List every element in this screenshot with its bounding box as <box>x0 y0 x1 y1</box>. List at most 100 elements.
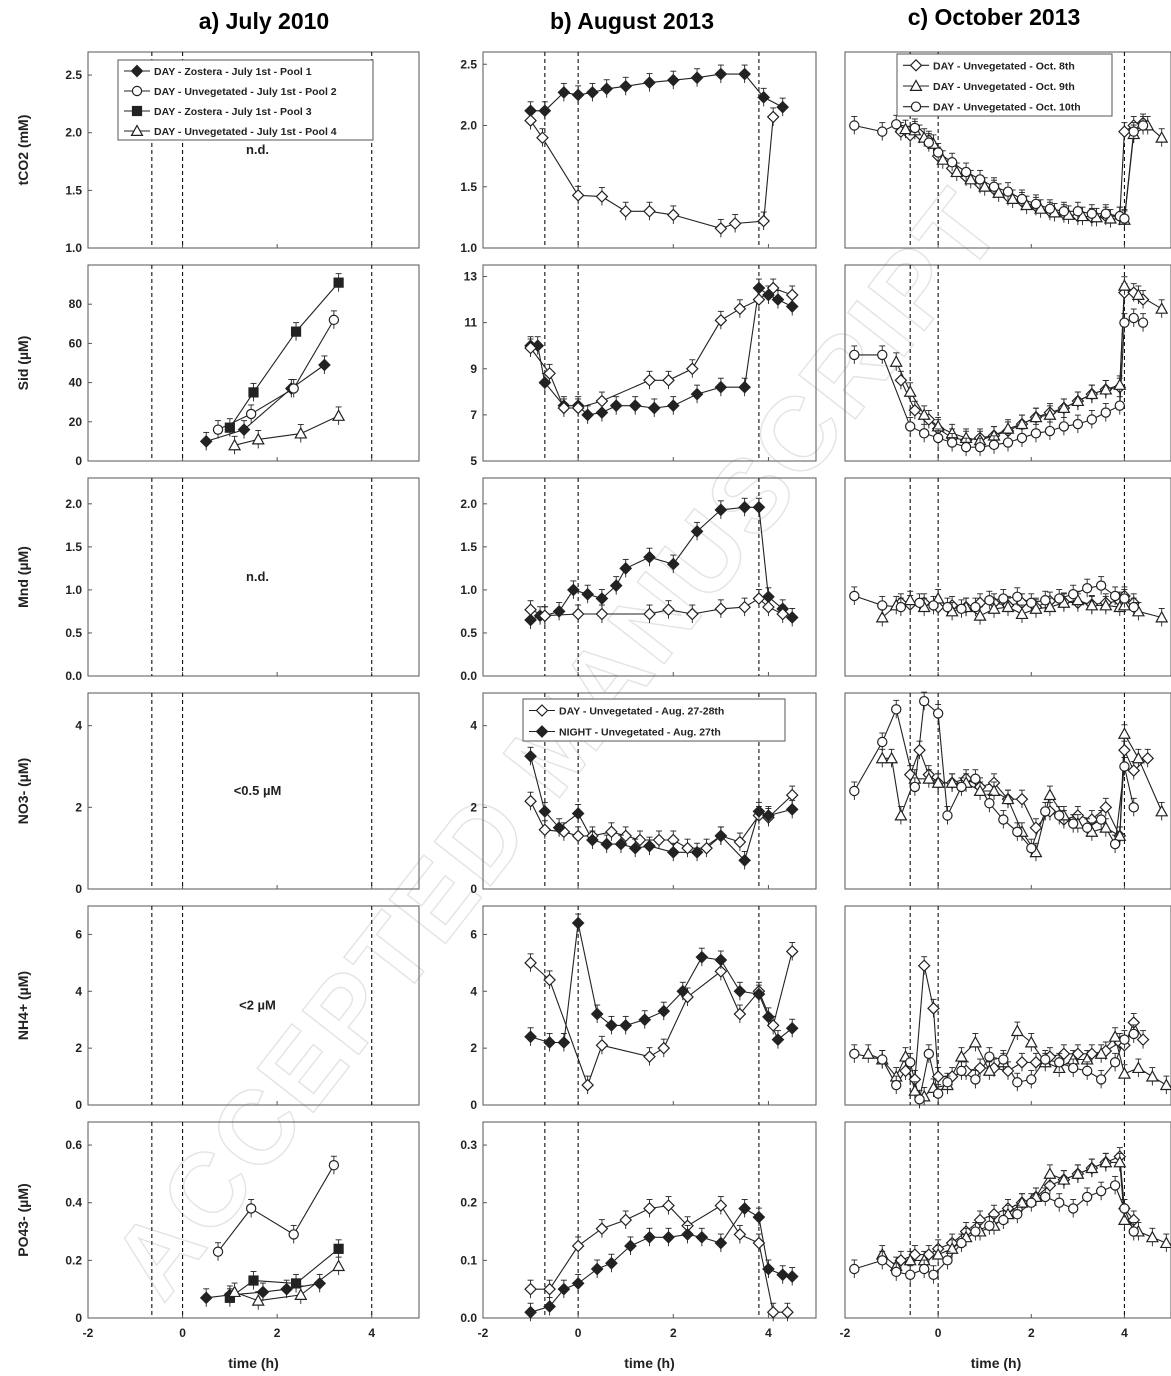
data-point <box>290 326 302 337</box>
y-tick-label: 0 <box>75 1098 82 1112</box>
data-point <box>619 1213 633 1227</box>
data-point <box>917 959 931 973</box>
data-point <box>1029 821 1043 835</box>
data-point <box>877 1255 888 1266</box>
data-point <box>288 1229 299 1240</box>
data-point <box>771 293 785 306</box>
data-point <box>781 1305 794 1319</box>
data-point <box>1095 814 1107 825</box>
panel-grid: 1.01.52.02.5n.d.DAY - Zostera - July 1st… <box>15 51 1171 1371</box>
data-point <box>733 984 747 998</box>
data-point <box>666 73 680 87</box>
data-point <box>785 300 799 313</box>
data-point <box>922 772 936 784</box>
plot-frame <box>844 692 1171 890</box>
data-point <box>1155 302 1169 314</box>
y-tick-label: 0.5 <box>460 626 477 640</box>
data-point <box>1006 192 1020 204</box>
data-point <box>877 349 888 361</box>
data-point <box>973 1061 987 1075</box>
data-point <box>1072 206 1084 217</box>
data-point <box>643 550 656 564</box>
series-line <box>229 1248 339 1299</box>
data-point <box>1099 800 1113 814</box>
data-point <box>1131 1061 1145 1074</box>
data-point <box>766 1019 780 1032</box>
data-point <box>918 695 930 707</box>
legend-marker <box>535 704 549 717</box>
y-tick-label: 7 <box>470 408 477 422</box>
row-label: Sid (µM) <box>15 336 31 391</box>
data-point <box>905 1269 916 1280</box>
data-point <box>524 794 537 808</box>
data-point <box>280 1282 293 1296</box>
data-point <box>524 341 537 355</box>
data-point <box>1071 1167 1085 1179</box>
y-tick-label: 1.5 <box>460 180 477 194</box>
data-point <box>595 406 609 419</box>
data-point <box>998 1054 1009 1065</box>
y-tick-label: 0.2 <box>460 1196 477 1210</box>
data-point <box>332 409 346 421</box>
data-point <box>666 399 680 413</box>
data-point <box>662 1199 675 1212</box>
panel-b-si: 5 7 9 11 13 <box>464 264 817 468</box>
x-tick-label: 4 <box>1121 1326 1128 1340</box>
x-tick-label: -2 <box>478 1326 489 1340</box>
data-point <box>1099 382 1113 395</box>
data-point <box>785 1021 799 1035</box>
data-point <box>891 704 902 715</box>
data-point <box>1117 1066 1131 1079</box>
y-tick-label: 0.2 <box>65 1253 82 1267</box>
data-point <box>245 1203 257 1214</box>
data-point <box>662 1230 675 1244</box>
panel-note: <2 µM <box>239 998 276 1013</box>
data-point <box>1109 1057 1121 1068</box>
y-tick-label: 1.5 <box>65 540 82 554</box>
data-point <box>251 1293 265 1306</box>
data-point <box>1030 428 1042 439</box>
data-point <box>294 426 308 439</box>
data-point <box>586 833 599 847</box>
data-point <box>956 781 967 793</box>
data-point <box>638 1013 652 1027</box>
data-point <box>609 579 623 592</box>
data-point <box>605 825 618 839</box>
data-point <box>543 367 556 380</box>
data-point <box>984 1220 995 1231</box>
data-point <box>1119 317 1130 328</box>
data-point <box>1085 598 1099 611</box>
data-point <box>932 147 944 158</box>
series-line <box>530 922 793 1044</box>
data-point <box>256 1285 270 1299</box>
data-point <box>538 823 552 837</box>
data-point <box>605 1256 618 1270</box>
data-point <box>1114 400 1125 411</box>
data-point <box>928 600 939 611</box>
data-point <box>776 607 790 621</box>
data-point <box>1128 126 1139 137</box>
data-point <box>695 1230 709 1244</box>
data-point <box>1155 610 1169 623</box>
plot-frame <box>87 905 420 1106</box>
data-point <box>1020 198 1034 211</box>
data-point <box>1015 792 1029 806</box>
data-point <box>1128 802 1139 813</box>
plot-frame <box>87 692 420 890</box>
data-point <box>877 600 888 611</box>
y-tick-label: 40 <box>69 376 83 390</box>
data-point <box>918 428 930 439</box>
data-point <box>1128 312 1139 324</box>
y-tick-label: 2.0 <box>65 497 82 511</box>
data-point <box>918 1263 930 1275</box>
data-point <box>1071 593 1085 606</box>
y-tick-label: 4 <box>75 984 82 998</box>
data-point <box>685 362 699 376</box>
data-point <box>571 401 585 415</box>
data-point <box>571 807 585 820</box>
data-point <box>1099 1155 1113 1168</box>
x-tick-label: 4 <box>765 1326 772 1340</box>
legend: DAY - Zostera - July 1st - Pool 1 DAY - U… <box>117 59 374 141</box>
row-label: Mnd (µM) <box>15 546 31 608</box>
